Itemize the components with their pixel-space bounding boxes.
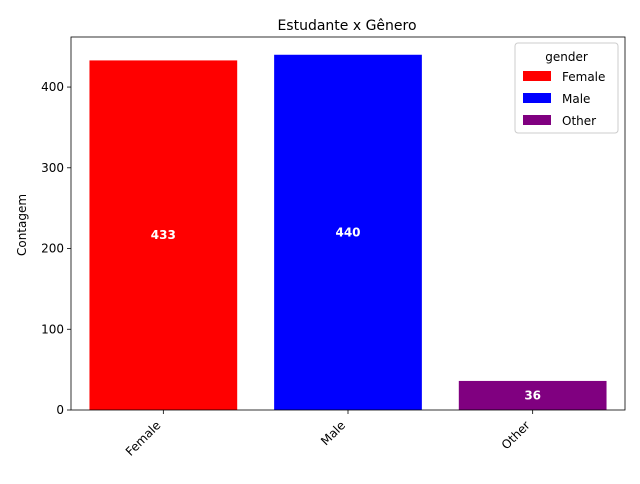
y-tick-label: 300: [41, 161, 64, 175]
bar-other: [458, 380, 607, 410]
legend-swatch-female: [523, 71, 551, 81]
legend-swatch-other: [523, 115, 551, 125]
y-tick-label: 200: [41, 242, 64, 256]
bars-layer: 433 440 36: [89, 54, 607, 411]
x-tick-label-male: Male: [318, 418, 348, 448]
legend-box: [514, 42, 619, 134]
legend-title: gender: [545, 50, 588, 64]
legend-label-other: Other: [562, 114, 596, 128]
data-label-female: 433: [151, 228, 176, 242]
x-tick-label-other: Other: [499, 418, 533, 452]
legend-label-female: Female: [562, 70, 605, 84]
data-label-male: 440: [335, 225, 360, 239]
bar-male: [274, 54, 422, 411]
y-axis-label: Contagem: [15, 194, 29, 256]
y-tick-label: 400: [41, 80, 64, 94]
bar-female: [89, 60, 238, 410]
y-tick-label: 100: [41, 322, 64, 336]
y-tick-label: 0: [56, 403, 64, 417]
legend-label-male: Male: [562, 92, 590, 106]
plot-frame: [70, 36, 626, 411]
data-label-other: 36: [524, 388, 541, 402]
legend: gender Female Male Other: [514, 42, 619, 134]
x-tick-label-female: Female: [123, 418, 164, 459]
legend-swatch-male: [523, 93, 551, 103]
chart-title: Estudante x Gênero: [277, 18, 416, 34]
